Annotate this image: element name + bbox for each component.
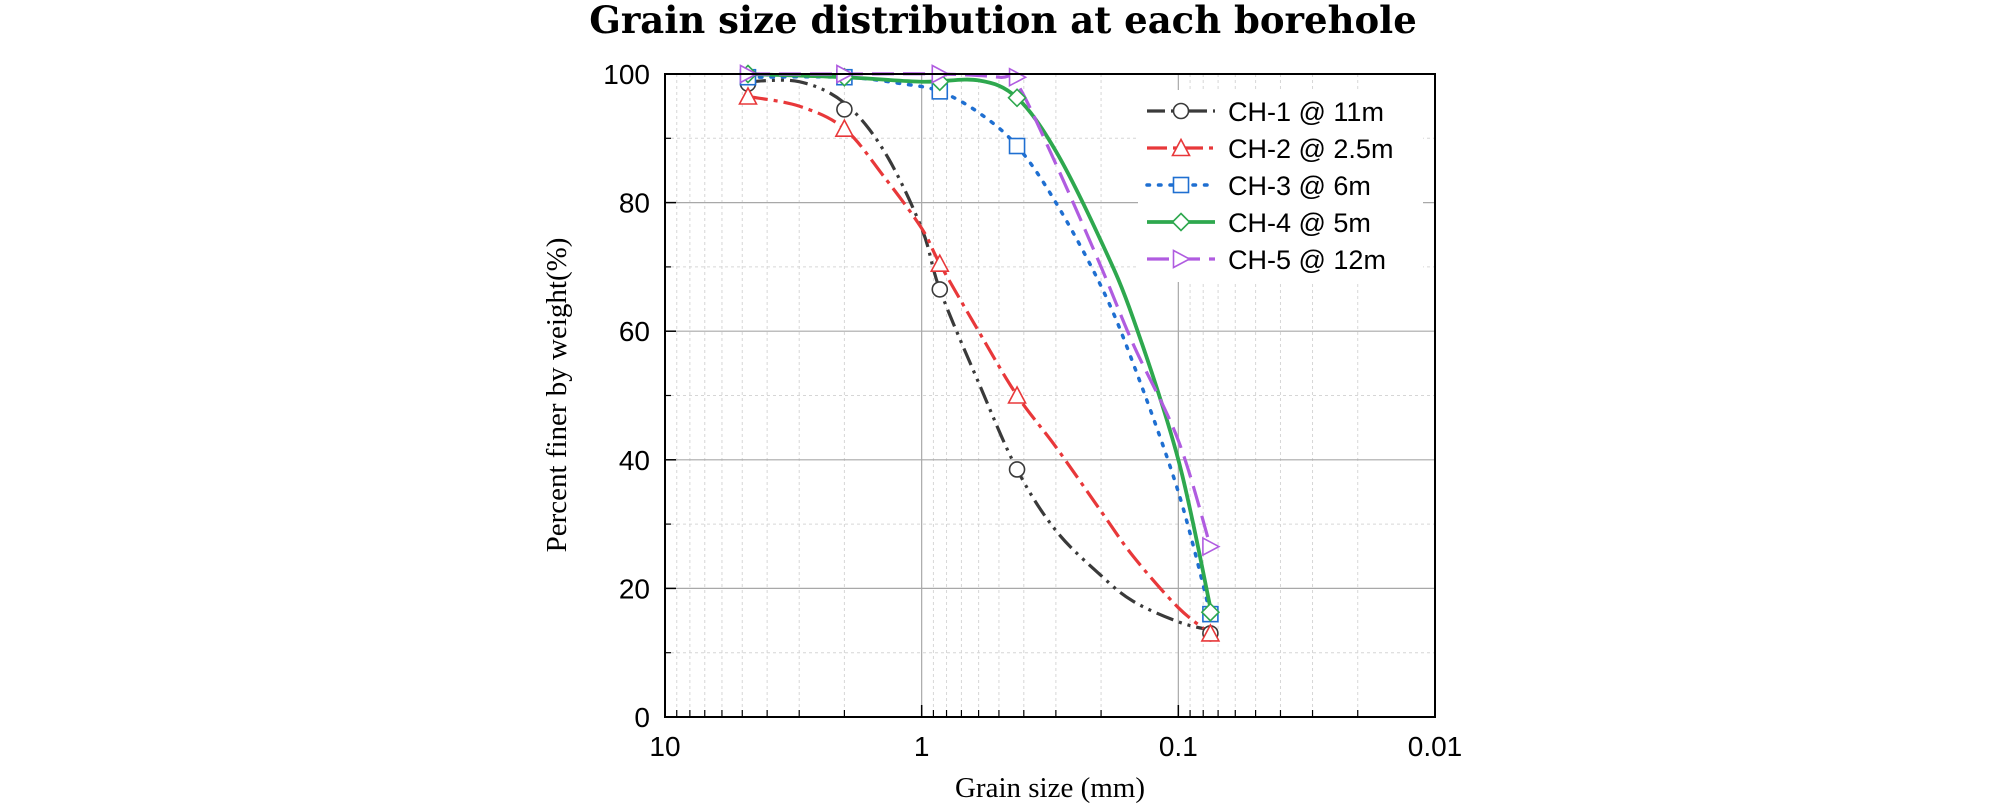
legend: CH-1 @ 11m CH-2 @ 2.5m CH-3 @ 6m CH-4 @ 5m C… xyxy=(1138,90,1423,282)
legend-marker xyxy=(1172,102,1190,120)
legend-label: CH-4 @ 5m xyxy=(1228,208,1371,238)
series-3-marker xyxy=(1008,137,1026,155)
legend-item-5: CH-5 @ 12m xyxy=(1147,245,1386,275)
legend-item-3: CH-3 @ 6m xyxy=(1145,171,1371,201)
y-tick-label: 60 xyxy=(619,316,650,347)
x-tick-label: 0.1 xyxy=(1159,731,1198,762)
y-tick-label: 100 xyxy=(603,59,650,90)
legend-marker xyxy=(1171,212,1191,232)
series-2-marker xyxy=(1007,385,1027,404)
axis-ticks: 10 1 0.1 0.01 0 20 40 60 80 100 xyxy=(603,59,1462,762)
y-tick-label: 0 xyxy=(634,702,650,733)
series-line-4 xyxy=(747,72,1213,609)
series-4-marker xyxy=(1007,88,1027,108)
x-tick-label: 10 xyxy=(649,731,680,762)
x-tick-label: 0.01 xyxy=(1408,731,1463,762)
series-1-marker xyxy=(1008,461,1026,478)
x-axis-label: Grain size (mm) xyxy=(955,772,1145,804)
y-tick-label: 80 xyxy=(619,188,650,219)
legend-label: CH-5 @ 12m xyxy=(1228,245,1386,275)
series-1-marker xyxy=(931,281,949,298)
series-2-marker xyxy=(738,86,758,105)
series-1-marker xyxy=(836,101,853,118)
legend-label: CH-1 @ 11m xyxy=(1228,97,1384,127)
y-tick-label: 40 xyxy=(619,445,650,476)
legend-label: CH-2 @ 2.5m xyxy=(1228,134,1393,164)
series-line-2 xyxy=(747,94,1212,635)
series-line-1 xyxy=(747,78,1211,632)
x-tick-label: 1 xyxy=(914,731,930,762)
legend-item-4: CH-4 @ 5m xyxy=(1147,208,1371,238)
legend-label: CH-3 @ 6m xyxy=(1228,171,1371,201)
series-line-3 xyxy=(746,74,1213,616)
series-2-marker xyxy=(834,118,855,137)
legend-marker xyxy=(1172,176,1190,194)
legend-item-2: CH-2 @ 2.5m xyxy=(1147,134,1393,164)
legend-marker xyxy=(1172,249,1192,269)
y-tick-label: 20 xyxy=(619,573,650,604)
series-5-marker xyxy=(1202,536,1221,557)
series-2-marker xyxy=(1200,623,1221,642)
legend-marker xyxy=(1171,137,1191,157)
chart-title: Grain size distribution at each borehole xyxy=(589,0,1417,42)
series-5-marker xyxy=(1008,67,1028,88)
series-4-marker xyxy=(1200,602,1221,622)
series-2-marker xyxy=(929,253,950,272)
legend-item-1: CH-1 @ 11m xyxy=(1147,97,1384,127)
y-axis-label: Percent finer by weight(%) xyxy=(541,238,573,553)
